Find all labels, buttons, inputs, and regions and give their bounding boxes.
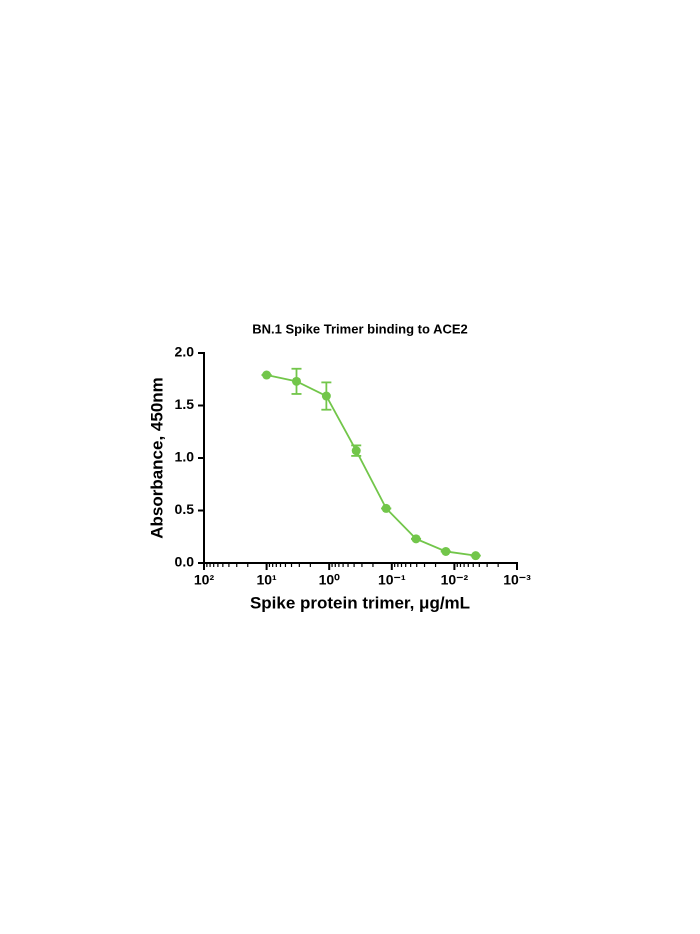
- point: [411, 534, 421, 544]
- y-tick-label: 2.0: [175, 344, 195, 360]
- point: [321, 391, 331, 401]
- series-line: [266, 374, 476, 557]
- x-axis-label: Spike protein trimer, μg/mL: [250, 593, 470, 612]
- x-tick-label: 10¹: [256, 572, 277, 588]
- point: [471, 551, 481, 561]
- point: [381, 503, 391, 513]
- x-tick-label: 10⁻²: [441, 572, 469, 588]
- point: [262, 370, 272, 380]
- y-tick-label: 1.5: [175, 396, 195, 412]
- point: [441, 546, 451, 556]
- point: [291, 376, 301, 386]
- x-tick-label: 10⁻¹: [378, 572, 406, 588]
- x-tick-label: 10⁰: [319, 572, 341, 588]
- point: [351, 446, 361, 456]
- x-tick-label: 10²: [194, 572, 215, 588]
- y-tick-label: 0.0: [175, 554, 195, 570]
- chart-title: BN.1 Spike Trimer binding to ACE2: [252, 321, 468, 336]
- x-tick-label: 10⁻³: [503, 572, 531, 588]
- y-tick-label: 1.0: [175, 449, 195, 465]
- y-axis-label: Absorbance, 450nm: [147, 377, 166, 539]
- y-tick-label: 0.5: [175, 501, 195, 517]
